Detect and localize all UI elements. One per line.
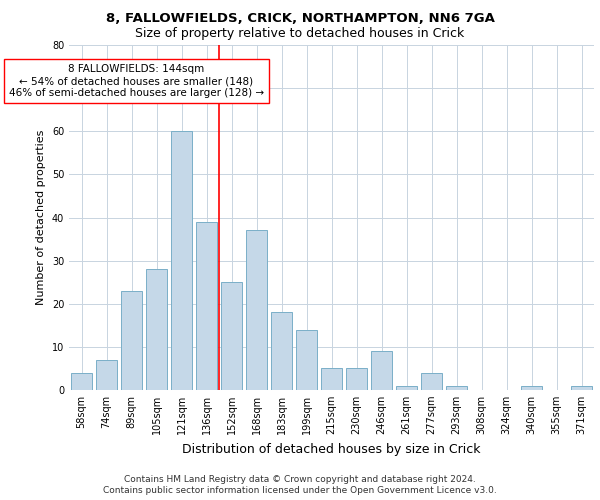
Bar: [171, 132, 192, 390]
Bar: [346, 368, 367, 390]
Bar: [371, 351, 392, 390]
Bar: [146, 269, 167, 390]
Bar: [521, 386, 542, 390]
Y-axis label: Number of detached properties: Number of detached properties: [36, 130, 46, 305]
Text: Contains public sector information licensed under the Open Government Licence v3: Contains public sector information licen…: [103, 486, 497, 495]
Bar: [96, 360, 117, 390]
Text: 8 FALLOWFIELDS: 144sqm
← 54% of detached houses are smaller (148)
46% of semi-de: 8 FALLOWFIELDS: 144sqm ← 54% of detached…: [9, 64, 264, 98]
Bar: [421, 373, 442, 390]
Bar: [71, 373, 92, 390]
Bar: [271, 312, 292, 390]
Bar: [296, 330, 317, 390]
Bar: [396, 386, 417, 390]
Bar: [121, 291, 142, 390]
Text: 8, FALLOWFIELDS, CRICK, NORTHAMPTON, NN6 7GA: 8, FALLOWFIELDS, CRICK, NORTHAMPTON, NN6…: [106, 12, 494, 26]
Bar: [196, 222, 217, 390]
Bar: [571, 386, 592, 390]
Bar: [321, 368, 342, 390]
X-axis label: Distribution of detached houses by size in Crick: Distribution of detached houses by size …: [182, 442, 481, 456]
Bar: [246, 230, 267, 390]
Text: Size of property relative to detached houses in Crick: Size of property relative to detached ho…: [136, 28, 464, 40]
Bar: [446, 386, 467, 390]
Bar: [221, 282, 242, 390]
Text: Contains HM Land Registry data © Crown copyright and database right 2024.: Contains HM Land Registry data © Crown c…: [124, 475, 476, 484]
